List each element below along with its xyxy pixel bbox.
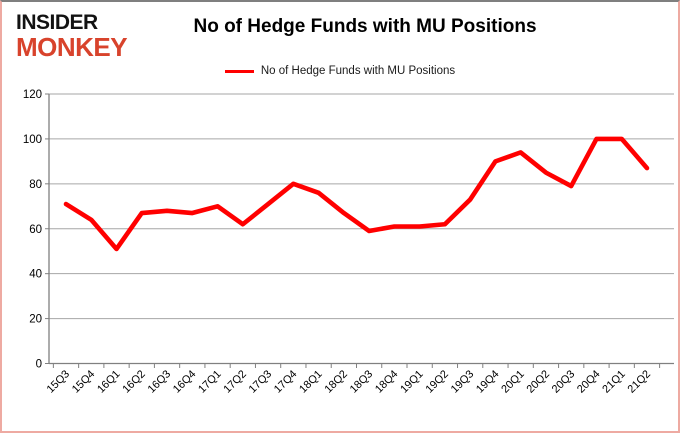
insider-monkey-logo: INSIDER MONKEY — [16, 11, 128, 62]
x-tick-label: 19Q3 — [449, 368, 477, 396]
x-tick-label: 15Q3 — [45, 368, 73, 396]
x-tick-label: 17Q3 — [247, 368, 275, 396]
x-tick-label: 16Q2 — [120, 368, 148, 396]
x-tick-label: 19Q2 — [423, 368, 451, 396]
y-tick-label: 80 — [29, 179, 42, 191]
x-tick-label: 15Q4 — [70, 368, 98, 396]
legend-line-swatch — [224, 69, 254, 73]
x-tick-label: 21Q1 — [600, 368, 628, 396]
logo-insider-text: INSIDER — [16, 11, 98, 34]
x-tick-label: 17Q2 — [221, 368, 249, 396]
x-tick-label: 18Q1 — [297, 368, 325, 396]
x-tick-label: 21Q2 — [626, 368, 654, 396]
x-tick-label: 20Q4 — [575, 368, 603, 396]
x-tick-label: 20Q2 — [525, 368, 553, 396]
x-tick-label: 19Q4 — [474, 368, 502, 396]
x-tick-label: 19Q1 — [398, 368, 426, 396]
y-tick-label: 20 — [29, 314, 42, 326]
y-tick-label: 100 — [23, 134, 42, 146]
x-tick-label: 18Q3 — [348, 368, 376, 396]
logo-monkey-text: MONKEY — [16, 32, 128, 62]
x-tick-label: 16Q1 — [95, 368, 123, 396]
page-title: No of Hedge Funds with MU Positions — [193, 16, 537, 37]
x-tick-label: 18Q4 — [373, 368, 401, 396]
legend: No of Hedge Funds with MU Positions — [2, 65, 678, 77]
x-tick-label: 16Q3 — [146, 368, 174, 396]
x-tick-label: 16Q4 — [171, 368, 199, 396]
x-tick-label: 20Q3 — [550, 368, 578, 396]
x-tick-label: 17Q1 — [196, 368, 224, 396]
y-tick-label: 120 — [23, 89, 42, 101]
y-tick-label: 0 — [36, 359, 42, 371]
x-tick-label: 18Q2 — [322, 368, 350, 396]
legend-label: No of Hedge Funds with MU Positions — [260, 65, 456, 77]
x-tick-label: 17Q4 — [272, 368, 300, 396]
x-tick-label: 20Q1 — [499, 368, 527, 396]
y-tick-label: 40 — [29, 269, 42, 281]
series-line-mu-positions — [63, 136, 650, 252]
y-tick-label: 60 — [29, 224, 42, 236]
